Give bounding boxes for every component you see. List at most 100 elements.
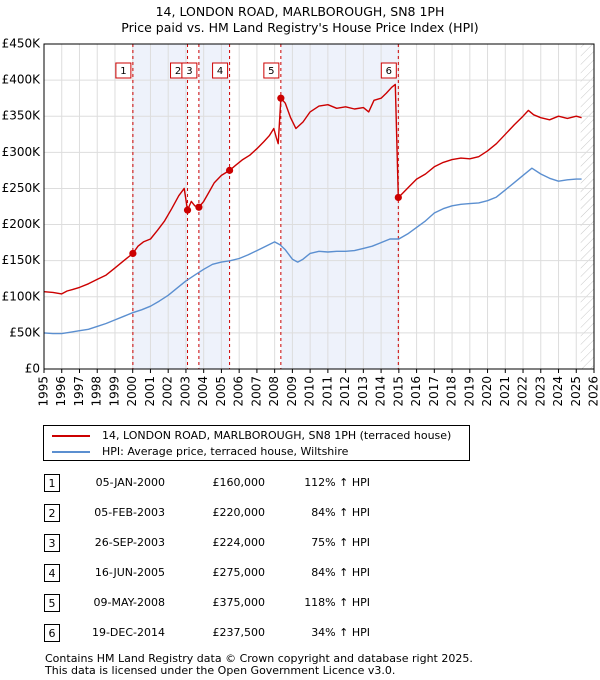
sale-date: 16-JUN-2005 xyxy=(94,566,165,579)
sale-num: 3 xyxy=(44,534,60,552)
table-row: 6 19-DEC-2014 £237,500 34% ↑ HPI xyxy=(0,624,600,644)
sale-price: £220,000 xyxy=(212,506,266,519)
x-tick-label: 2014 xyxy=(374,376,388,407)
x-tick-label: 2006 xyxy=(232,376,246,407)
x-tick-label: 2018 xyxy=(445,376,459,407)
table-row: 1 05-JAN-2000 £160,000 112% ↑ HPI xyxy=(0,474,600,494)
forecast-hatch xyxy=(580,44,594,369)
sale-num: 1 xyxy=(44,474,60,492)
y-tick-label: £400K xyxy=(2,73,42,87)
sale-point-2 xyxy=(183,206,192,214)
sale-price: £275,000 xyxy=(212,566,266,579)
sale-num: 6 xyxy=(44,624,60,642)
x-tick-label: 2004 xyxy=(196,376,210,407)
sale-hpi: 84% ↑ HPI xyxy=(311,506,370,519)
shaded-period-3 xyxy=(280,44,399,369)
shaded-period-1 xyxy=(132,44,188,369)
x-tick-label: 1998 xyxy=(90,376,104,407)
x-tick-label: 2025 xyxy=(569,376,583,407)
sale-price: £237,500 xyxy=(212,626,266,639)
y-tick-label: £50K xyxy=(9,325,41,339)
y-tick-label: £200K xyxy=(2,217,42,231)
sale-marker-label: 2 xyxy=(175,66,181,77)
legend-label-property: 14, LONDON ROAD, MARLBOROUGH, SN8 1PH (t… xyxy=(102,429,452,442)
sale-marker-1: 1 xyxy=(115,62,132,79)
x-tick-label: 2011 xyxy=(320,376,334,407)
x-tick-label: 2019 xyxy=(462,376,476,407)
table-row: 2 05-FEB-2003 £220,000 84% ↑ HPI xyxy=(0,504,600,524)
x-tick-label: 2012 xyxy=(338,376,352,407)
x-tick-label: 1996 xyxy=(54,376,68,407)
y-tick-label: £250K xyxy=(2,181,42,195)
x-tick-label: 2021 xyxy=(498,376,512,407)
y-tick-label: £350K xyxy=(2,109,42,123)
x-tick-label: 2020 xyxy=(480,376,494,407)
x-tick-label: 2026 xyxy=(587,376,600,407)
sale-price: £160,000 xyxy=(212,476,266,489)
table-row: 3 26-SEP-2003 £224,000 75% ↑ HPI xyxy=(0,534,600,554)
x-tick-label: 2001 xyxy=(143,376,157,407)
x-tick-label: 2022 xyxy=(516,376,530,407)
sale-hpi: 84% ↑ HPI xyxy=(311,566,370,579)
sale-marker-6: 6 xyxy=(380,62,397,79)
x-tick-label: 2017 xyxy=(427,376,441,407)
plot-frame xyxy=(43,43,595,370)
y-tick-label: £450K xyxy=(2,37,42,51)
sale-marker-3: 3 xyxy=(181,62,198,79)
sale-marker-5: 5 xyxy=(263,62,280,79)
sale-marker-box xyxy=(263,62,280,79)
sale-marker-label: 3 xyxy=(186,66,192,77)
x-tick-label: 2016 xyxy=(409,376,423,407)
sale-point-3 xyxy=(195,203,203,211)
sale-marker-label: 6 xyxy=(386,66,392,77)
y-tick-label: £150K xyxy=(2,253,42,267)
sale-date: 19-DEC-2014 xyxy=(91,626,165,639)
sale-marker-4: 4 xyxy=(212,62,229,79)
x-tick-label: 2015 xyxy=(391,376,405,407)
sale-hpi: 112% ↑ HPI xyxy=(304,476,370,489)
x-tick-label: 2007 xyxy=(249,376,263,407)
x-tick-label: 2023 xyxy=(533,376,547,407)
sale-marker-box xyxy=(380,62,397,79)
sale-marker-label: 5 xyxy=(268,66,274,77)
series-line-property xyxy=(43,83,582,295)
x-tick-label: 1997 xyxy=(72,376,86,407)
x-tick-label: 1999 xyxy=(107,376,121,407)
sale-date: 05-FEB-2003 xyxy=(94,506,165,519)
sale-date: 09-MAY-2008 xyxy=(93,596,165,609)
x-tick-label: 2003 xyxy=(178,376,192,407)
sale-marker-box xyxy=(212,62,229,79)
y-tick-label: £0 xyxy=(25,362,40,376)
sale-num: 5 xyxy=(44,594,60,612)
table-row: 5 09-MAY-2008 £375,000 118% ↑ HPI xyxy=(0,594,600,614)
table-row: 4 16-JUN-2005 £275,000 84% ↑ HPI xyxy=(0,564,600,584)
legend-swatch-red xyxy=(52,435,90,437)
sale-point-1 xyxy=(129,249,137,258)
sale-num: 2 xyxy=(44,504,60,522)
x-tick-label: 2008 xyxy=(267,376,281,407)
x-tick-label: 2013 xyxy=(356,376,370,407)
footer-licence: This data is licensed under the Open Gov… xyxy=(45,664,396,677)
x-tick-label: 2010 xyxy=(303,376,317,407)
sale-hpi: 118% ↑ HPI xyxy=(304,596,370,609)
x-tick-label: 1995 xyxy=(37,376,51,407)
x-tick-label: 2005 xyxy=(214,376,228,407)
x-tick-label: 2002 xyxy=(161,376,175,407)
sale-hpi: 75% ↑ HPI xyxy=(311,536,370,549)
sale-marker-label: 4 xyxy=(217,66,223,77)
y-tick-label: £100K xyxy=(2,289,42,303)
sale-marker-label: 1 xyxy=(120,66,126,77)
x-tick-label: 2000 xyxy=(125,376,139,407)
chart-title: 14, LONDON ROAD, MARLBOROUGH, SN8 1PH xyxy=(155,4,445,19)
sale-hpi: 34% ↑ HPI xyxy=(311,626,370,639)
x-tick-label: 2024 xyxy=(551,376,565,407)
sale-point-5 xyxy=(277,94,285,102)
sale-marker-box xyxy=(115,62,132,79)
sale-marker-box xyxy=(181,62,198,79)
sale-price: £224,000 xyxy=(212,536,266,549)
sale-date: 26-SEP-2003 xyxy=(94,536,165,549)
sale-date: 05-JAN-2000 xyxy=(95,476,165,489)
sale-point-4 xyxy=(225,166,234,174)
series-line-hpi xyxy=(43,167,582,335)
